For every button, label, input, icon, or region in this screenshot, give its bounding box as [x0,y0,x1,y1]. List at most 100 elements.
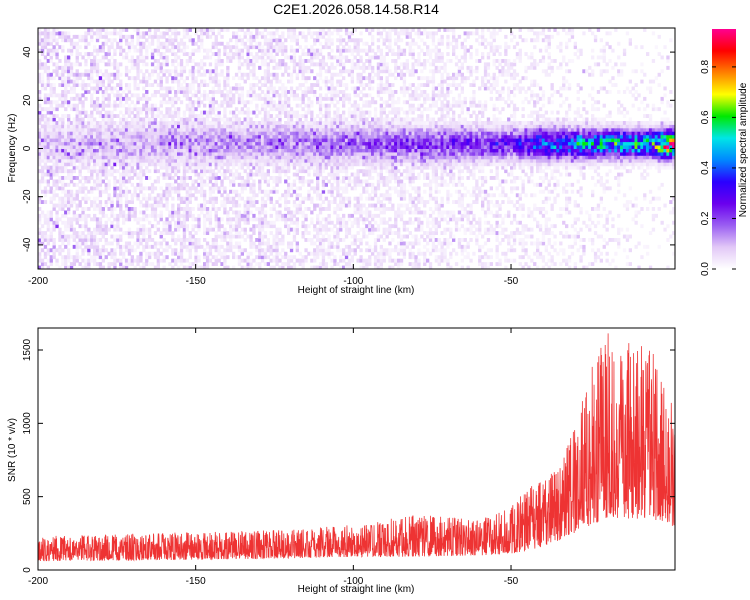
spectrogram-cell [162,41,166,46]
spectrogram-cell [61,262,65,266]
spectrogram-cell [75,258,79,263]
spectrogram-cell [72,131,76,136]
spectrogram-cell [58,244,62,249]
spectrogram-cell [127,207,132,211]
spectrogram-cell [217,145,221,149]
spectrogram-cell [313,227,317,232]
spectrogram-cell [110,203,114,208]
spectrogram-cell [58,138,62,143]
spectrogram-cell [258,158,262,163]
spectrogram-cell [61,258,65,263]
spectrogram-cell [330,169,334,174]
spectrogram-cell [295,203,299,208]
spectrogram-cell [278,45,282,50]
spectrogram-cell [107,169,111,174]
spectrogram-cell [67,248,71,253]
spectrogram-cell [171,117,175,122]
spectrogram-cell [301,114,305,118]
spectrogram-cell [275,165,279,170]
spectrogram-cell [313,169,317,174]
spectrogram-cell [136,231,140,235]
spectrogram-cell [165,186,169,191]
spectrogram-cell [182,210,187,215]
spectrogram-cell [93,196,97,201]
spectrogram-cell [223,200,227,204]
spectrogram-cell [318,110,323,115]
spectrogram-cell [188,121,192,125]
spectrogram-cell [237,262,242,266]
spectrogram-cell [208,96,213,101]
spectrogram-cell [113,258,117,263]
spectrogram-cell [223,83,227,87]
spectrogram-cell [333,169,337,174]
spectrogram-cell [298,114,302,118]
spectrogram-cell [61,189,65,194]
spectrogram-cell [191,165,195,170]
spectrogram-cell [313,224,317,229]
spectrogram-cell [49,34,53,39]
spectrogram-cell [127,231,132,235]
spectrogram-cell [49,231,53,235]
spectrogram-cell [61,134,65,139]
spectrogram-cell [246,134,250,139]
spectrogram-cell [127,96,132,101]
spectrogram-cell [95,110,100,115]
spectrogram-cell [139,162,143,167]
spectrogram-cell [200,182,204,187]
spectrogram-cell [246,162,250,167]
spectrogram-cell [98,176,103,180]
spectrogram-cell [38,251,42,256]
spectrogram-cell [136,93,140,98]
spectrogram-cell [116,158,120,163]
spectrogram-cell [153,131,158,136]
spectrogram-cell [324,86,328,91]
spectrogram-cell [139,231,143,235]
spectrogram-cell [153,90,158,94]
spectrogram-cell [269,45,273,50]
spectrogram-cell [324,110,328,115]
spectrogram-cell [258,207,262,211]
spectrogram-cell [136,107,140,112]
spectrogram-cell [197,241,201,246]
spectrogram-cell [81,162,85,167]
spectrogram-cell [266,76,270,81]
spectrogram-cell [217,169,221,174]
spectrogram-cell [58,93,62,98]
spectrogram-cell [179,72,184,77]
spectrogram-cell [150,262,155,266]
spectrogram-cell [127,48,132,53]
spectrogram-cell [98,255,103,260]
spectrogram-cell [55,52,59,56]
spectrogram-cell [214,172,218,177]
spectrogram-cell [101,131,105,136]
spectrogram-cell [223,86,227,91]
spectrogram-cell [133,213,137,218]
spectrogram-cell [87,213,91,218]
spectrogram-cell [287,114,291,118]
spectrogram-cell [43,31,48,36]
spectrogram-cell [116,186,120,191]
spectrogram-cell [159,241,163,246]
spectrogram-cell [258,179,262,184]
spectrogram-cell [278,169,282,174]
spectrogram-cell [266,158,270,163]
spectrogram-cell [295,96,299,101]
spectrogram-cell [249,203,253,208]
spectrogram-cell [107,79,111,84]
spectrogram-cell [58,96,62,101]
spectrogram-cell [243,131,247,136]
spectrogram-cell [249,141,253,146]
spectrogram-cell [174,248,178,253]
spectrogram-cell [281,248,285,253]
spectrogram-cell [58,231,62,235]
spectrogram-cell [234,34,239,39]
spectrogram-cell [113,151,117,156]
spectrogram-cell [289,110,294,115]
spectrogram-cell [188,148,192,153]
spectrogram-cell [211,52,215,56]
spectrogram-cell [223,248,227,253]
spectrogram-cell [269,38,273,43]
spectrogram-cell [72,255,76,260]
spectrogram-cell [159,76,163,81]
spectrogram-cell [174,169,178,174]
